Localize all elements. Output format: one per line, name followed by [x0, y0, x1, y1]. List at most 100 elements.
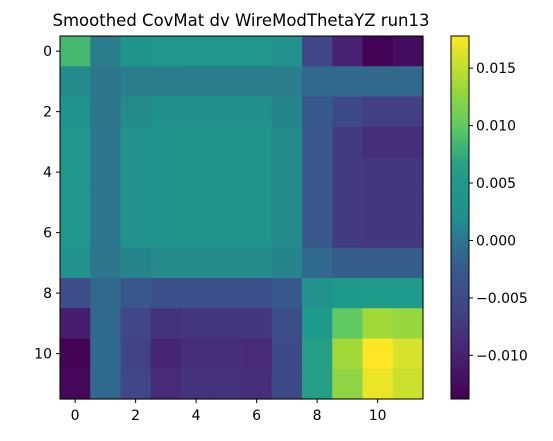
heatmap-cell — [241, 247, 273, 279]
heatmap-cell — [302, 66, 333, 98]
plot-frame — [59, 35, 424, 400]
x-axis: 0 2 4 6 8 10 — [71, 399, 387, 424]
x-tick-label: 0 — [71, 408, 80, 424]
heatmap-cell — [181, 157, 212, 188]
heatmap-cell — [241, 157, 273, 188]
y-tick-label: 10 — [34, 347, 52, 363]
heatmap-cell — [181, 368, 212, 400]
heatmap-cell — [332, 247, 364, 279]
heatmap-cell — [241, 36, 273, 67]
heatmap-cell — [181, 96, 212, 128]
heatmap-cell — [181, 36, 212, 67]
y-tick-label: 2 — [43, 105, 52, 121]
heatmap-cell — [392, 66, 424, 98]
heatmap-cell — [211, 36, 243, 67]
heatmap-cell — [90, 157, 122, 188]
heatmap-cell — [302, 217, 333, 249]
heatmap-cell — [302, 126, 333, 158]
heatmap-cell — [362, 278, 394, 309]
heatmap-cell — [241, 278, 273, 309]
heatmap-cell — [90, 66, 122, 98]
heatmap-cell — [271, 126, 303, 158]
heatmap-cell — [150, 278, 182, 309]
heatmap-cell — [60, 126, 91, 158]
x-tick-label: 10 — [369, 408, 387, 424]
heatmap-cell — [332, 308, 364, 340]
heatmap-cell — [211, 157, 243, 188]
heatmap-cell — [90, 368, 122, 400]
heatmap-cell — [362, 36, 394, 67]
heatmap-cell — [120, 217, 152, 249]
heatmap-cell — [211, 126, 243, 158]
heatmap-cell — [181, 308, 212, 340]
heatmap-cell — [90, 36, 122, 67]
heatmap-cell — [332, 217, 364, 249]
heatmap-cell — [271, 368, 303, 400]
heatmap-cell — [60, 36, 91, 67]
heatmap-cell — [302, 278, 333, 309]
heatmap-cell — [60, 338, 91, 370]
heatmap-cell — [60, 157, 91, 188]
heatmap-cell — [392, 368, 424, 400]
heatmap-cell — [120, 247, 152, 279]
heatmap-cell — [60, 96, 91, 128]
heatmap-cell — [362, 96, 394, 128]
heatmap-cell — [271, 217, 303, 249]
heatmap-cell — [60, 247, 91, 279]
heatmap-cell — [392, 36, 424, 67]
heatmap-cell — [362, 217, 394, 249]
heatmap-cell — [362, 368, 394, 400]
heatmap-cell — [181, 126, 212, 158]
heatmap-cell — [120, 308, 152, 340]
y-axis: 0 2 4 6 8 10 — [34, 44, 60, 363]
heatmap-cell — [271, 247, 303, 279]
heatmap-cell — [120, 96, 152, 128]
heatmap-cell — [362, 126, 394, 158]
heatmap-cell — [60, 187, 91, 219]
heatmap-cell — [150, 308, 182, 340]
heatmap-cell — [302, 338, 333, 370]
heatmap-cell — [150, 247, 182, 279]
heatmap-cell — [211, 66, 243, 98]
heatmap-cell — [60, 217, 91, 249]
heatmap-cell — [60, 278, 91, 309]
heatmap-cell — [241, 96, 273, 128]
heatmap-cell — [392, 96, 424, 128]
colorbar-tick-label: −0.005 — [476, 291, 528, 307]
colorbar-tick-label: 0.010 — [476, 119, 516, 135]
heatmap-cell — [302, 247, 333, 279]
y-tick-label: 4 — [43, 165, 52, 181]
heatmap-cell — [181, 247, 212, 279]
colorbar-tick-label: 0.015 — [476, 61, 516, 77]
heatmap-cell — [150, 368, 182, 400]
heatmap-cell — [211, 96, 243, 128]
heatmap-cell — [332, 187, 364, 219]
x-tick-label: 6 — [252, 408, 261, 424]
heatmap-cell — [332, 278, 364, 309]
heatmap-cell — [241, 217, 273, 249]
heatmap-cell — [150, 187, 182, 219]
heatmap-cell — [90, 217, 122, 249]
heatmap-cell — [271, 157, 303, 188]
heatmap-cell — [120, 157, 152, 188]
heatmap-cell — [302, 36, 333, 67]
heatmap-cell — [362, 308, 394, 340]
heatmap-cell — [211, 247, 243, 279]
heatmap-cell — [150, 66, 182, 98]
heatmap-cell — [90, 96, 122, 128]
heatmap-cell — [90, 187, 122, 219]
heatmap-cell — [241, 66, 273, 98]
colorbar-tick-label: 0.005 — [476, 176, 516, 192]
x-tick-label: 2 — [131, 408, 140, 424]
heatmap-cell — [181, 217, 212, 249]
heatmap-cell — [271, 96, 303, 128]
heatmap-cell — [150, 96, 182, 128]
heatmap-cell — [181, 338, 212, 370]
heatmap-cell — [271, 36, 303, 67]
y-tick-label: 8 — [43, 286, 52, 302]
heatmap-cell — [120, 338, 152, 370]
heatmap-cell — [302, 96, 333, 128]
heatmap-cell — [120, 368, 152, 400]
heatmap-cell — [90, 247, 122, 279]
